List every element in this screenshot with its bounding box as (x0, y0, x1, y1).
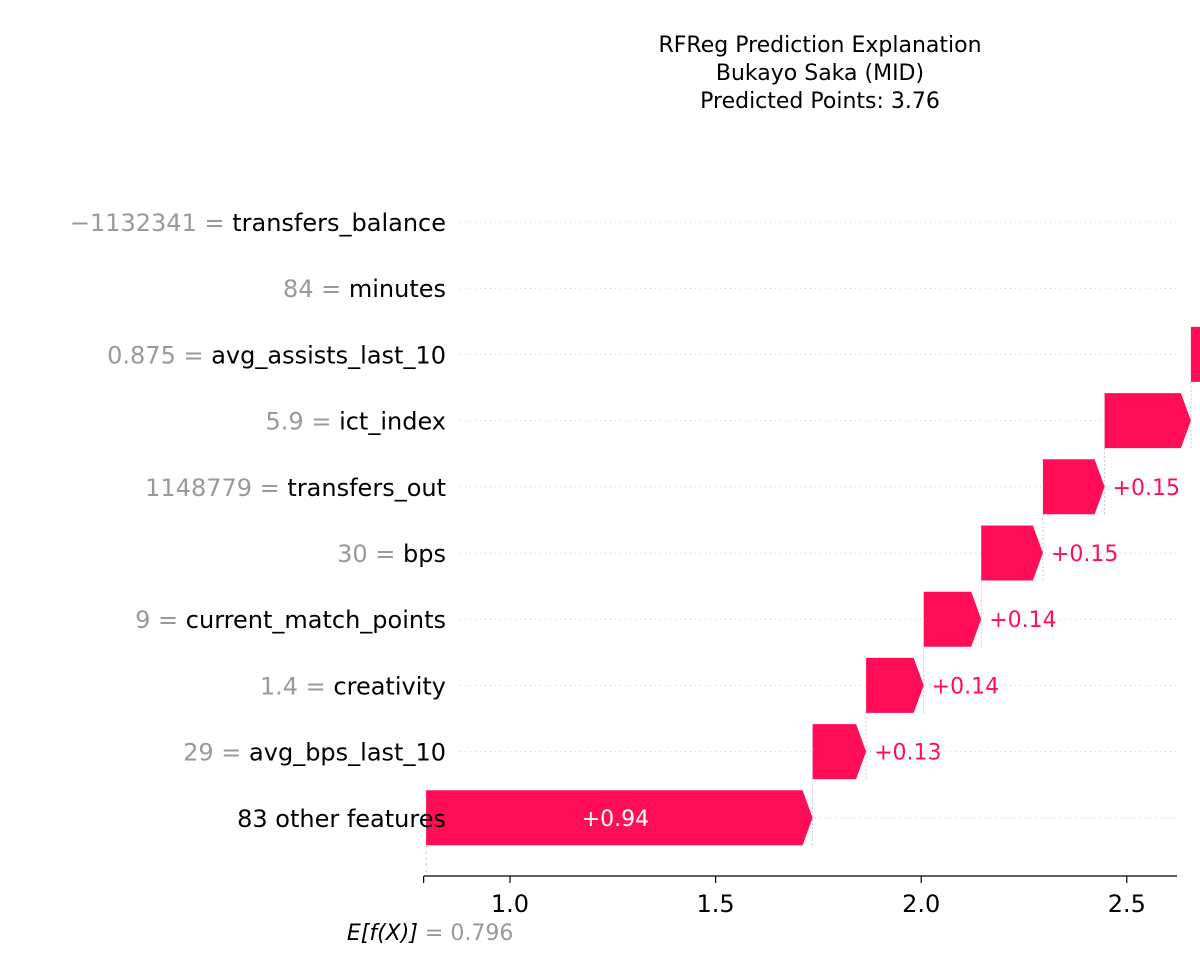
contribution-label: +0.15 (1113, 476, 1180, 501)
feature-label: 0.875 = avg_assists_last_10 (107, 341, 446, 369)
x-tick-label: 1.5 (697, 890, 735, 918)
feature-bar (981, 525, 1043, 581)
contribution-label: +0.14 (932, 674, 999, 699)
feature-bar (426, 790, 813, 846)
chart-title-line-3: Predicted Points: 3.76 (700, 89, 940, 114)
x-tick-label: 2.0 (902, 890, 940, 918)
feature-bar (1190, 326, 1200, 382)
feature-bar (1042, 459, 1105, 515)
chart-title-line-1: RFReg Prediction Explanation (658, 33, 982, 58)
feature-label: 9 = current_match_points (135, 606, 446, 634)
contribution-label: +0.14 (989, 608, 1056, 633)
x-tick-label: 2.5 (1108, 890, 1146, 918)
feature-label: 84 = minutes (283, 275, 446, 303)
base-value-label: E[f(X)] = 0.796 (347, 921, 513, 946)
contribution-label: +0.94 (582, 807, 649, 832)
chart-title-line-2: Bukayo Saka (MID) (715, 61, 925, 86)
feature-bar (1104, 393, 1191, 449)
contribution-label: +0.21 (1199, 410, 1200, 435)
feature-label: 1148779 = transfers_out (145, 474, 446, 502)
contribution-label: +0.15 (1051, 542, 1118, 567)
feature-label: 30 = bps (337, 540, 446, 568)
feature-label: 1.4 = creativity (260, 672, 446, 700)
feature-bar (812, 724, 867, 780)
feature-label: −1132341 = transfers_balance (70, 209, 446, 237)
feature-bar (923, 591, 982, 647)
feature-bar (866, 657, 924, 713)
feature-label: 29 = avg_bps_last_10 (183, 739, 446, 767)
contribution-label: +0.13 (874, 741, 941, 766)
x-tick-label: 1.0 (491, 890, 529, 918)
feature-label: 83 other features (237, 805, 446, 833)
feature-label: 5.9 = ict_index (266, 408, 446, 436)
